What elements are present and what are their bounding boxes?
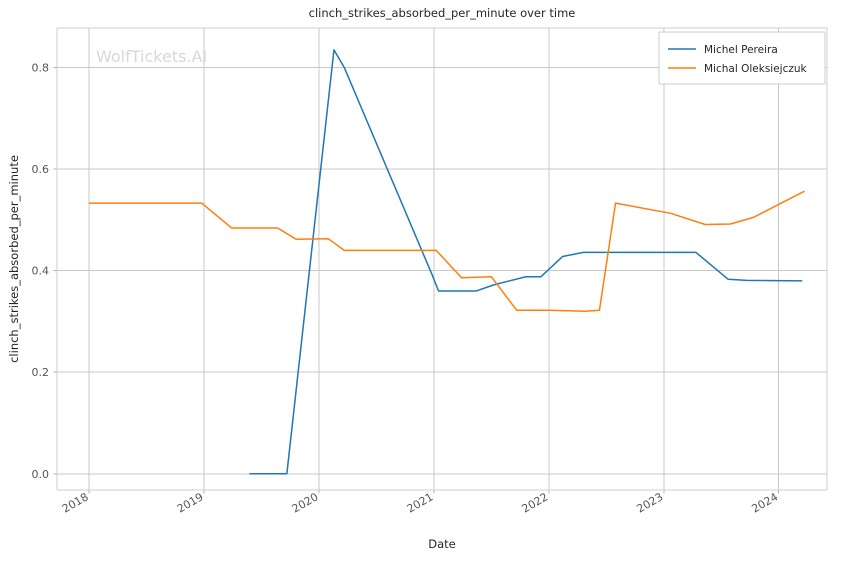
- series-line-michel-pereira: [249, 49, 803, 475]
- x-tick-label: 2023: [635, 490, 666, 515]
- plot-background: [57, 28, 827, 490]
- y-tick-label: 0.6: [32, 163, 50, 176]
- x-tick-label: 2022: [520, 490, 551, 515]
- legend-label-2: Michal Oleksiejczuk: [704, 63, 808, 75]
- x-tick-label: 2019: [175, 490, 206, 515]
- y-tick-label: 0.4: [32, 265, 50, 278]
- x-tick-label: 2021: [405, 490, 436, 515]
- y-axis-label: clinch_strikes_absorbed_per_minute: [7, 155, 21, 363]
- y-tick-label: 0.2: [32, 366, 50, 379]
- x-tick-label: 2018: [60, 490, 91, 515]
- legend-label-1: Michel Pereira: [704, 44, 778, 56]
- x-axis-label: Date: [428, 537, 456, 551]
- series-line-michal-oleksiejczuk: [88, 190, 805, 313]
- x-tick-label: 2020: [290, 490, 321, 515]
- chart-title: clinch_strikes_absorbed_per_minute over …: [309, 6, 576, 20]
- y-tick-label: 0.0: [32, 468, 50, 481]
- y-tick-label: 0.8: [32, 62, 50, 75]
- x-tick-label: 2024: [749, 490, 780, 515]
- watermark-text: WolfTickets.AI: [96, 47, 207, 66]
- legend-box: [658, 31, 826, 85]
